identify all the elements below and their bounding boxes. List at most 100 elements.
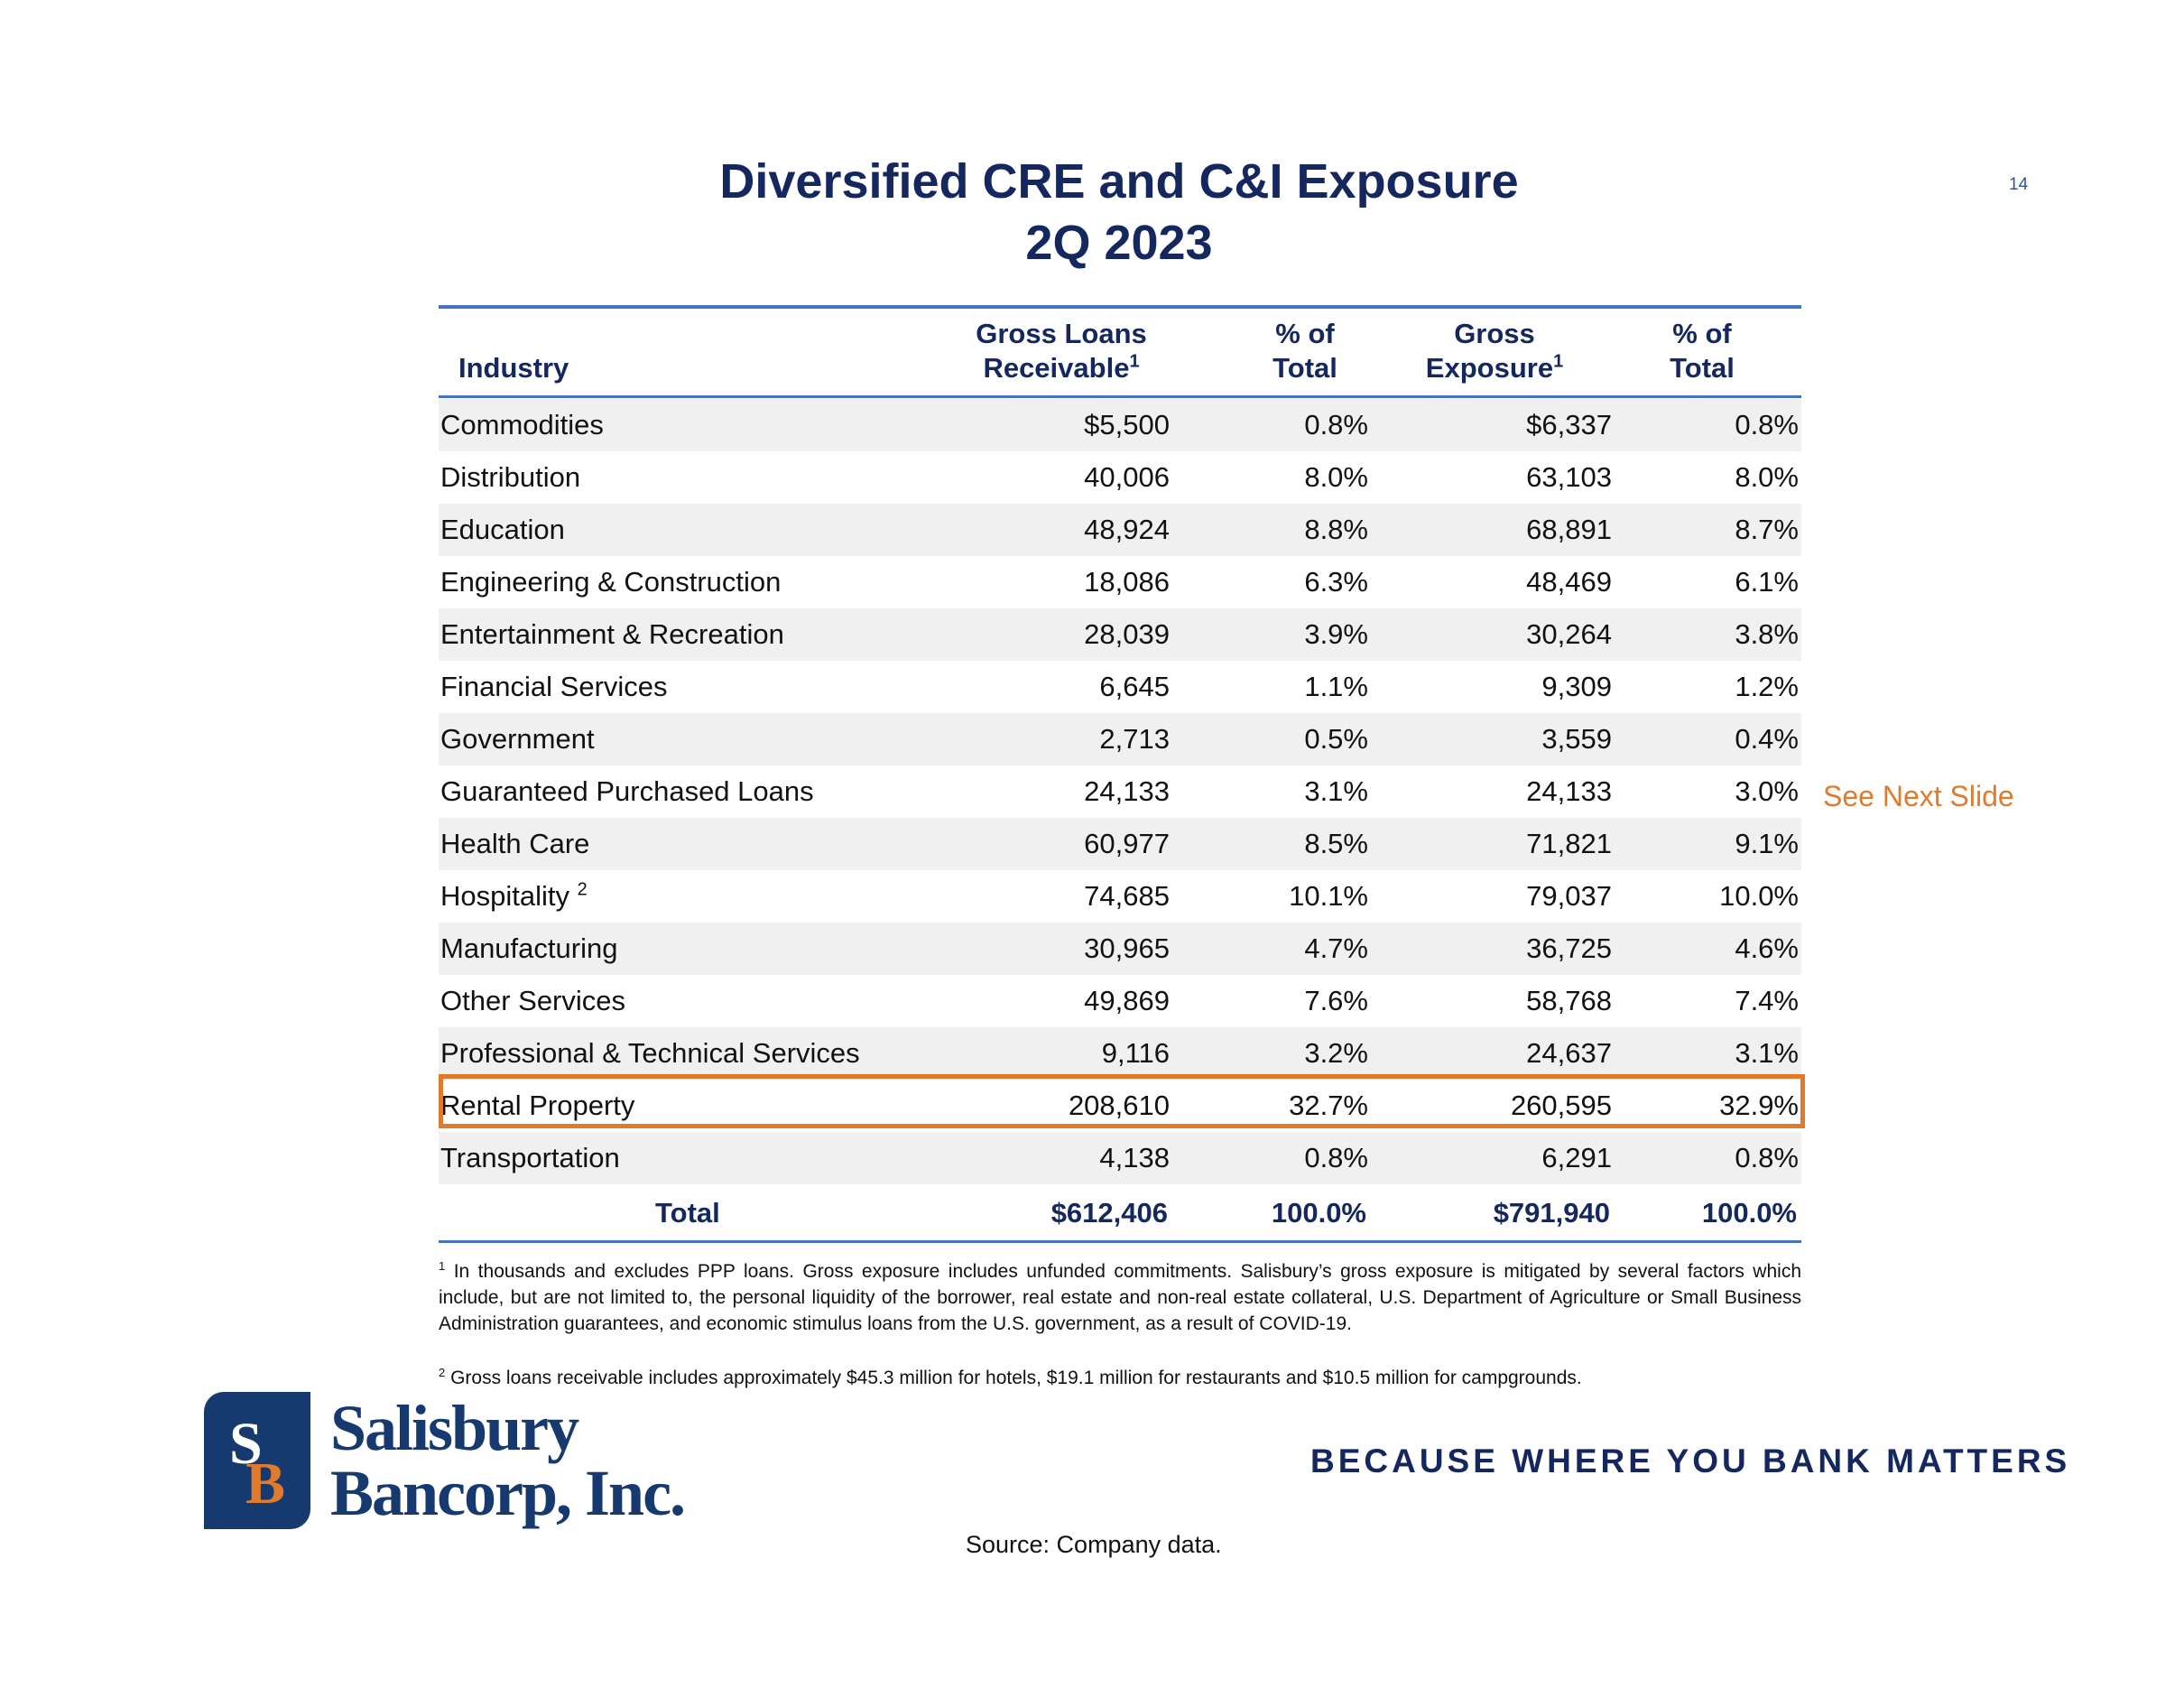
- total-pct-loans: 100.0%: [1271, 1197, 1366, 1229]
- cell-gross-loans: 208,610: [899, 1080, 1170, 1132]
- cell-industry-text: Engineering & Construction: [440, 566, 782, 598]
- cell-industry: Health Care: [440, 818, 589, 870]
- table-header: Industry Gross Loans Receivable1 % of To…: [439, 305, 1801, 399]
- cell-gross-exposure-text: 9,309: [1541, 671, 1612, 702]
- cell-pct-exposure: 9.1%: [1612, 818, 1799, 870]
- cell-gross-loans: 30,965: [899, 923, 1170, 975]
- cell-gross-loans: 24,133: [899, 765, 1170, 818]
- cell-pct-exposure-text: 1.2%: [1735, 671, 1799, 702]
- cell-gross-exposure: 260,595: [1341, 1080, 1612, 1132]
- cell-industry-text: Financial Services: [440, 671, 668, 702]
- cell-industry-text: Other Services: [440, 985, 626, 1016]
- page-number: 14: [2009, 175, 2029, 194]
- cell-industry: Rental Property: [440, 1080, 634, 1132]
- table-row: Distribution 40,006 8.0% 63,103 8.0%: [439, 451, 1801, 504]
- tagline: BECAUSE WHERE YOU BANK MATTERS: [1310, 1442, 2071, 1479]
- cell-pct-loans-text: 0.5%: [1304, 723, 1368, 755]
- cell-industry-text: Entertainment & Recreation: [440, 618, 784, 650]
- cell-gross-exposure: 58,768: [1341, 975, 1612, 1027]
- cell-gross-exposure: 71,821: [1341, 818, 1612, 870]
- cell-pct-exposure-text: 10.0%: [1719, 880, 1799, 912]
- table-row: Professional & Technical Services 9,116 3.…: [439, 1027, 1801, 1080]
- cell-pct-loans: 3.1%: [1179, 765, 1368, 818]
- cell-industry: Education: [440, 504, 565, 556]
- cell-pct-loans-text: 3.2%: [1304, 1037, 1368, 1069]
- cell-industry-text: Professional & Technical Services: [440, 1037, 860, 1069]
- cell-pct-loans: 4.7%: [1179, 923, 1368, 975]
- table-header-rule: [439, 395, 1801, 398]
- cell-pct-loans-text: 6.3%: [1304, 566, 1368, 598]
- cell-pct-exposure: 1.2%: [1612, 661, 1799, 713]
- cell-industry: Guaranteed Purchased Loans: [440, 765, 814, 818]
- cell-pct-loans: 1.1%: [1179, 661, 1368, 713]
- cell-pct-loans: 32.7%: [1179, 1080, 1368, 1132]
- cell-gross-loans-text: 49,869: [1084, 985, 1170, 1016]
- header-gross-exposure-line2: Exposure: [1425, 352, 1554, 384]
- table-row: Rental Property 208,610 32.7% 260,595 32.9%: [439, 1080, 1801, 1132]
- cell-pct-exposure: 3.8%: [1612, 608, 1799, 661]
- cell-gross-exposure-text: 30,264: [1526, 618, 1612, 650]
- cell-gross-loans-text: 74,685: [1084, 880, 1170, 912]
- cell-pct-loans-text: 0.8%: [1304, 1142, 1368, 1173]
- cell-pct-loans: 0.8%: [1179, 399, 1368, 451]
- cell-industry: Engineering & Construction: [440, 556, 781, 608]
- logo-name-line1: Salisbury: [330, 1392, 579, 1464]
- header-industry: Industry: [458, 352, 569, 384]
- table-row: Government 2,713 0.5% 3,559 0.4%: [439, 713, 1801, 765]
- cell-gross-loans-text: $5,500: [1084, 409, 1170, 441]
- header-gross-exposure: Gross Exposure1: [1386, 317, 1603, 385]
- cell-pct-exposure-text: 0.8%: [1735, 409, 1799, 441]
- header-gross-exposure-footnote: 1: [1553, 351, 1564, 372]
- cell-gross-exposure: 79,037: [1341, 870, 1612, 923]
- cell-industry: Professional & Technical Services: [440, 1027, 860, 1080]
- cell-pct-loans-text: 0.8%: [1304, 409, 1368, 441]
- cell-industry-text: Hospitality: [440, 880, 569, 912]
- header-gross-exposure-line1: Gross: [1454, 318, 1535, 349]
- cell-pct-exposure-text: 0.4%: [1735, 723, 1799, 755]
- cell-gross-loans-text: 4,138: [1099, 1142, 1170, 1173]
- header-gross-loans-footnote: 1: [1129, 351, 1140, 372]
- cell-pct-loans: 7.6%: [1179, 975, 1368, 1027]
- cell-gross-exposure-text: 48,469: [1526, 566, 1612, 598]
- cell-pct-exposure-text: 0.8%: [1735, 1142, 1799, 1173]
- cell-gross-loans: 74,685: [899, 870, 1170, 923]
- header-pct-loans-line2: Total: [1272, 352, 1337, 384]
- table-row: Guaranteed Purchased Loans 24,133 3.1% 24,1…: [439, 765, 1801, 818]
- cell-pct-loans: 8.8%: [1179, 504, 1368, 556]
- cell-industry-text: Rental Property: [440, 1090, 635, 1121]
- cell-gross-loans-text: 6,645: [1099, 671, 1170, 702]
- cell-pct-exposure-text: 4.6%: [1735, 932, 1799, 964]
- table-row: Commodities $5,500 0.8% $6,337 0.8%: [439, 399, 1801, 451]
- cell-gross-exposure: 63,103: [1341, 451, 1612, 504]
- header-pct-loans: % of Total: [1233, 317, 1377, 385]
- cell-gross-exposure: 36,725: [1341, 923, 1612, 975]
- cell-gross-exposure-text: 79,037: [1526, 880, 1612, 912]
- table-row: Health Care 60,977 8.5% 71,821 9.1%: [439, 818, 1801, 870]
- cell-gross-exposure: 3,559: [1341, 713, 1612, 765]
- cell-pct-exposure-text: 3.8%: [1735, 618, 1799, 650]
- cell-gross-exposure-text: 6,291: [1541, 1142, 1612, 1173]
- footnote-2-text: Gross loans receivable includes approxim…: [450, 1368, 1582, 1388]
- cell-gross-loans: 28,039: [899, 608, 1170, 661]
- cell-gross-loans-text: 28,039: [1084, 618, 1170, 650]
- table-top-rule: [439, 305, 1801, 309]
- cell-pct-loans-text: 1.1%: [1304, 671, 1368, 702]
- header-pct-exposure-line2: Total: [1670, 352, 1735, 384]
- cell-gross-loans-text: 9,116: [1101, 1037, 1170, 1069]
- logo-mark-b: B: [245, 1451, 286, 1516]
- cell-gross-loans: 18,086: [899, 556, 1170, 608]
- source-note: Source: Company data.: [966, 1531, 1222, 1558]
- cell-pct-exposure: 8.7%: [1612, 504, 1799, 556]
- cell-industry-text: Distribution: [440, 461, 581, 493]
- industry-footnote-mark: 2: [577, 879, 588, 900]
- cell-gross-loans: 49,869: [899, 975, 1170, 1027]
- header-pct-exposure-line1: % of: [1672, 318, 1732, 349]
- cell-gross-exposure-text: 3,559: [1541, 723, 1612, 755]
- cell-gross-exposure: 68,891: [1341, 504, 1612, 556]
- cell-gross-exposure: 24,133: [1341, 765, 1612, 818]
- cell-pct-loans-text: 8.8%: [1304, 514, 1368, 545]
- cell-gross-exposure: 24,637: [1341, 1027, 1612, 1080]
- cell-industry-text: Guaranteed Purchased Loans: [440, 775, 814, 807]
- header-gross-loans-line2: Receivable: [983, 352, 1130, 384]
- cell-pct-exposure-text: 3.1%: [1735, 1037, 1799, 1069]
